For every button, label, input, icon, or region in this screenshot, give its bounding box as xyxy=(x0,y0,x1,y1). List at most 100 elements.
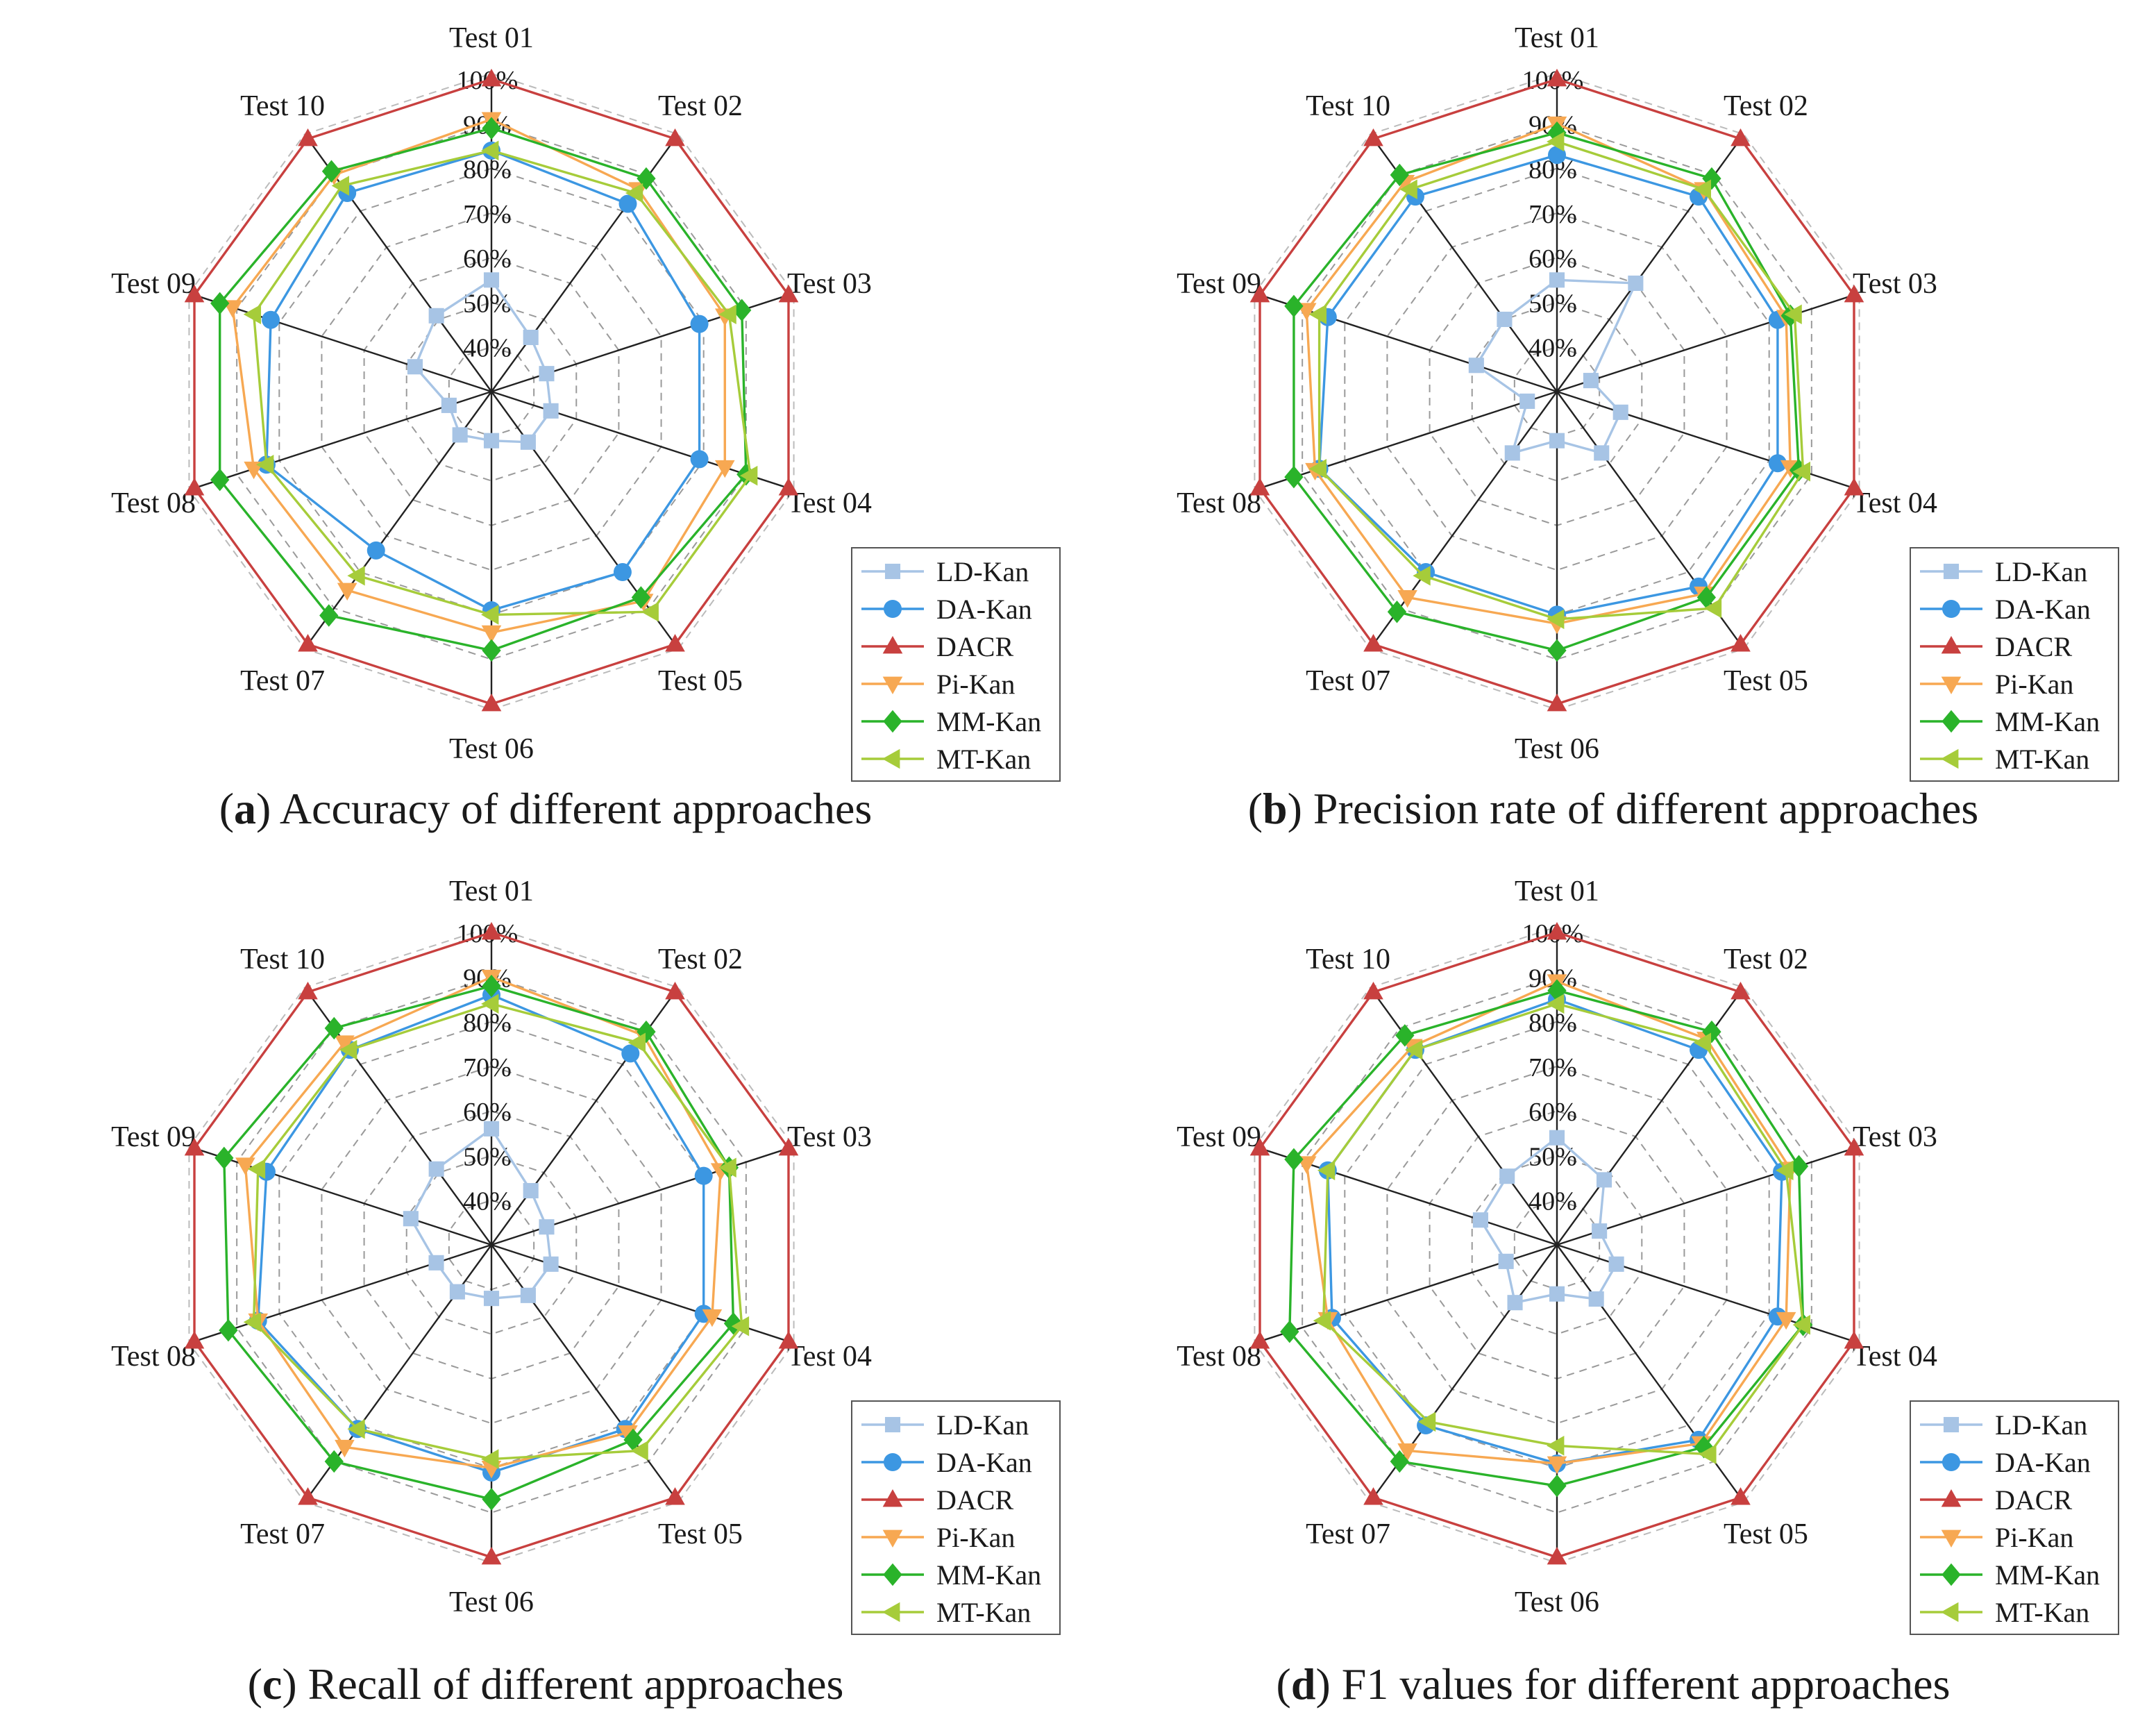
legend-item-da-kan: DA-Kan xyxy=(861,594,1032,625)
legend-box xyxy=(1910,1400,2119,1635)
legend-item-ld-kan: LD-Kan xyxy=(861,556,1029,587)
data-point-dacr xyxy=(1730,634,1751,652)
legend-label-mm-kan: MM-Kan xyxy=(1995,706,2100,737)
legend-item-ld-kan: LD-Kan xyxy=(1920,1409,2087,1441)
legend-item-dacr: DACR xyxy=(1920,1484,2072,1516)
legend-item-mt-kan: MT-Kan xyxy=(1920,1597,2089,1628)
data-point-ld-kan xyxy=(428,1161,444,1177)
data-point-ld-kan xyxy=(1498,1253,1514,1269)
category-label-test-08: Test 08 xyxy=(111,1341,196,1373)
category-label-test-05: Test 05 xyxy=(658,665,743,697)
data-point-mt-kan xyxy=(331,176,350,196)
legend-label-dacr: DACR xyxy=(936,631,1013,662)
series-mm-kan xyxy=(1280,979,1813,1498)
data-point-mm-kan xyxy=(324,1016,344,1040)
legend-marker-ld-kan xyxy=(1943,1416,1960,1433)
data-point-dacr xyxy=(1730,1487,1751,1505)
data-point-ld-kan xyxy=(1549,1130,1565,1146)
legend-label-ld-kan: LD-Kan xyxy=(1995,556,2087,587)
data-point-dacr xyxy=(1363,981,1383,1000)
legend-item-mm-kan: MM-Kan xyxy=(1920,1559,2100,1591)
data-point-mm-kan xyxy=(321,160,342,183)
data-point-ld-kan xyxy=(520,434,536,450)
category-label-test-03: Test 03 xyxy=(1853,1121,1937,1153)
data-point-ld-kan xyxy=(1499,1168,1515,1184)
radial-tick-label: 60% xyxy=(1528,1098,1577,1127)
category-label-test-03: Test 03 xyxy=(1853,268,1937,300)
radial-tick-label: 40% xyxy=(463,334,512,363)
legend-item-dacr: DACR xyxy=(861,1484,1013,1516)
data-point-dacr xyxy=(184,478,205,496)
data-point-pi-kan xyxy=(1397,1443,1417,1461)
legend-label-ld-kan: LD-Kan xyxy=(936,556,1029,587)
data-point-mm-kan xyxy=(631,586,651,609)
data-point-mt-kan xyxy=(347,565,365,586)
data-point-dacr xyxy=(1844,1331,1864,1349)
radial-tick-labels: 40%50%60%70%80%90%100% xyxy=(457,919,519,1216)
data-point-mt-kan xyxy=(718,304,736,325)
axis-spoke xyxy=(194,294,492,393)
panel-caption: (d) F1 values for different approaches xyxy=(1277,1659,1951,1709)
data-point-da-kan xyxy=(618,194,637,213)
series-layer xyxy=(1249,69,1864,712)
series-dacr xyxy=(184,922,799,1565)
data-point-ld-kan xyxy=(1583,373,1599,389)
legend: LD-Kan DA-Kan DACR Pi-Kan MM-Kan MT-Kan xyxy=(851,1400,1061,1635)
data-point-mm-kan xyxy=(1390,1450,1409,1473)
data-point-mt-kan xyxy=(1317,1160,1336,1181)
data-point-dacr xyxy=(1249,1137,1270,1156)
category-label-test-04: Test 04 xyxy=(1853,487,1937,519)
category-label-test-04: Test 04 xyxy=(787,1341,872,1373)
data-point-mt-kan xyxy=(628,1032,646,1053)
category-label-test-10: Test 10 xyxy=(240,90,325,122)
grid-ring xyxy=(236,123,747,660)
radial-tick-label: 80% xyxy=(463,1009,512,1038)
radial-tick-label: 70% xyxy=(1528,1053,1577,1082)
data-point-pi-kan xyxy=(335,1439,355,1458)
category-label-test-07: Test 07 xyxy=(1306,665,1390,697)
data-point-mt-kan xyxy=(1699,1444,1717,1464)
data-point-mt-kan xyxy=(1776,1160,1794,1181)
data-point-dacr xyxy=(1844,478,1864,496)
series-dacr xyxy=(1249,922,1864,1565)
data-point-mt-kan xyxy=(1547,131,1565,152)
legend-marker-mt-kan xyxy=(1941,748,1959,769)
category-label-test-08: Test 08 xyxy=(1177,487,1261,519)
data-point-ld-kan xyxy=(543,1256,559,1272)
data-point-mt-kan xyxy=(1792,1314,1811,1335)
legend-marker-mm-kan xyxy=(883,710,902,733)
data-point-ld-kan xyxy=(1507,1295,1523,1311)
legend-marker-pi-kan xyxy=(1941,1529,1962,1548)
radial-tick-label: 60% xyxy=(1528,244,1577,274)
data-point-mm-kan xyxy=(1395,1024,1415,1047)
data-point-ld-kan xyxy=(483,1291,500,1307)
data-point-mm-kan xyxy=(482,974,501,998)
data-point-mt-kan xyxy=(1313,1310,1331,1331)
data-point-dacr xyxy=(1249,284,1270,303)
axis-spoke xyxy=(1372,391,1558,645)
legend-item-da-kan: DA-Kan xyxy=(861,1447,1032,1478)
data-point-pi-kan xyxy=(1397,590,1417,608)
legend-item-da-kan: DA-Kan xyxy=(1920,1447,2091,1478)
category-labels: Test 01 Test 02 Test 03 Test 04 Test 05 Test … xyxy=(111,875,872,1618)
legend-marker-dacr xyxy=(1941,636,1962,654)
data-point-mt-kan xyxy=(247,1159,266,1180)
legend-label-dacr: DACR xyxy=(1995,631,2072,662)
category-label-test-05: Test 05 xyxy=(1724,665,1808,697)
panel-caption: (c) Recall of different approaches xyxy=(248,1659,844,1709)
category-label-test-06: Test 06 xyxy=(1515,1586,1599,1618)
data-point-mm-kan xyxy=(1547,639,1567,662)
data-point-ld-kan xyxy=(1472,1212,1488,1228)
data-point-da-kan xyxy=(694,1166,713,1185)
legend-label-mm-kan: MM-Kan xyxy=(936,1559,1041,1591)
legend-item-pi-kan: Pi-Kan xyxy=(1920,669,2073,700)
category-label-test-10: Test 10 xyxy=(1306,90,1390,122)
data-point-mm-kan xyxy=(319,604,339,627)
legend-label-ld-kan: LD-Kan xyxy=(936,1409,1029,1441)
data-point-da-kan xyxy=(690,315,709,333)
legend-item-dacr: DACR xyxy=(861,631,1013,662)
legend-label-da-kan: DA-Kan xyxy=(936,594,1032,625)
data-point-dacr xyxy=(298,1487,318,1505)
data-point-mm-kan xyxy=(1284,465,1304,489)
series-mm-kan xyxy=(214,974,743,1511)
